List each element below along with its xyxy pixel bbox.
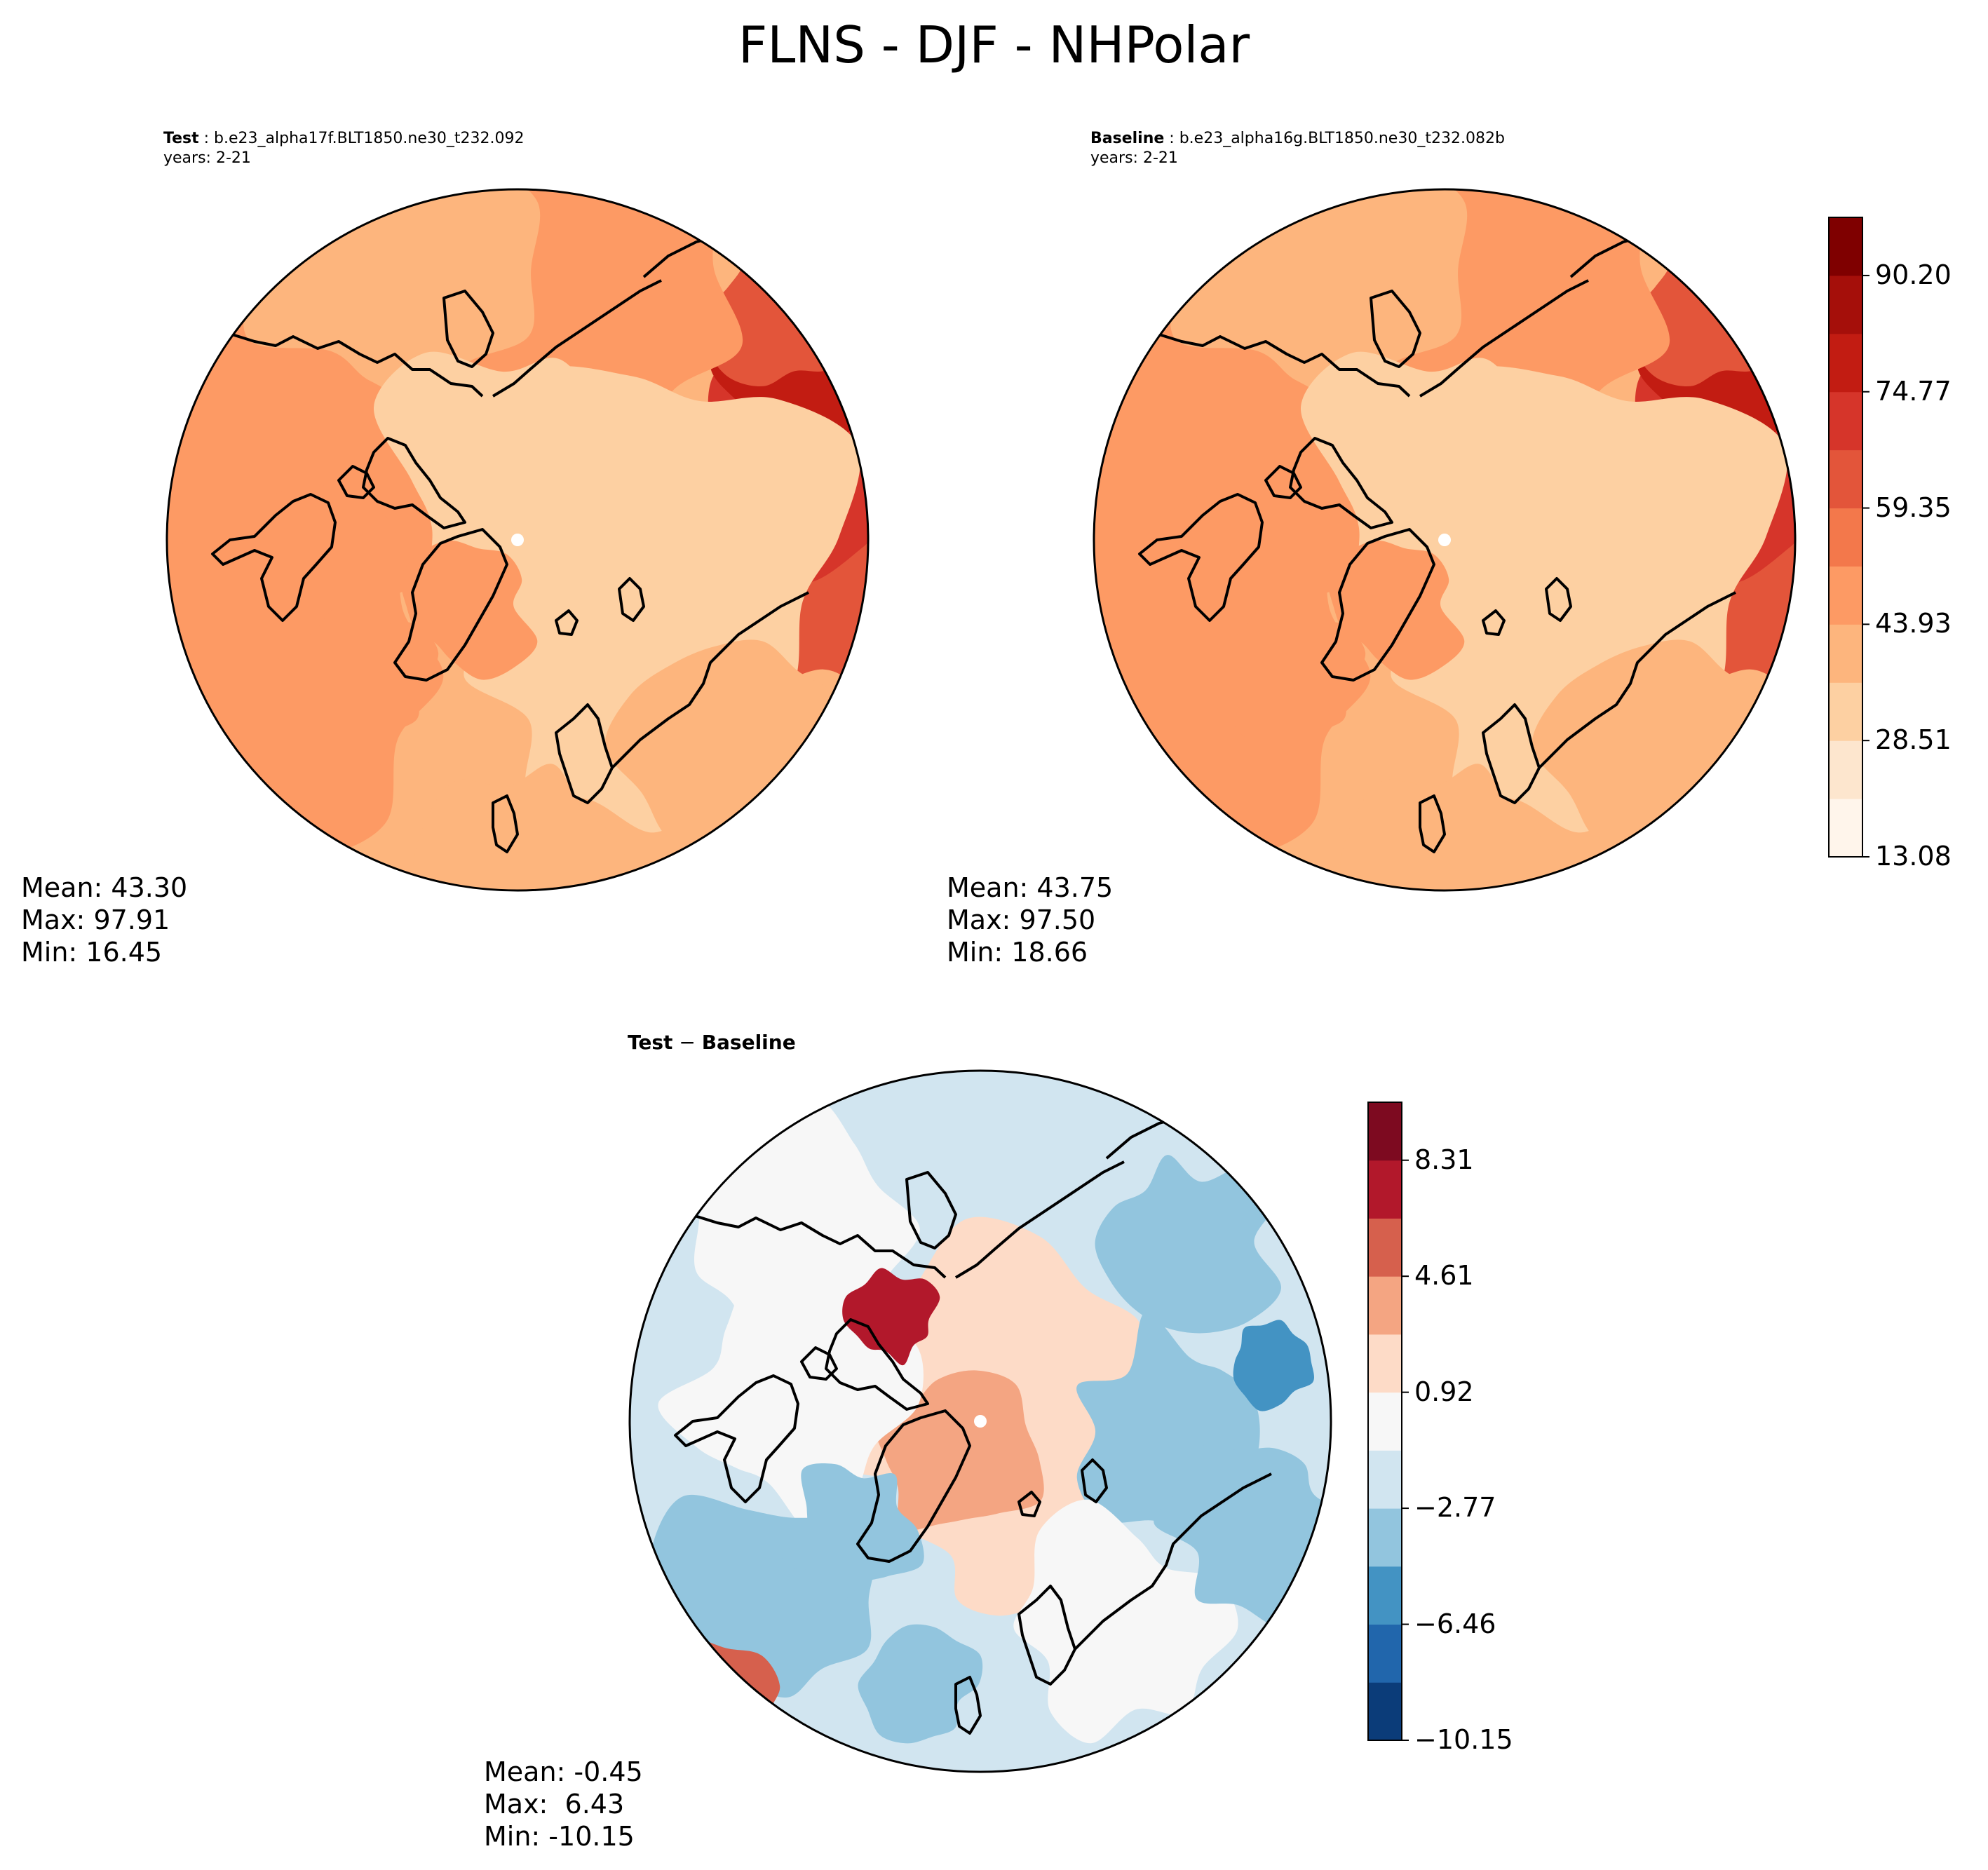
colorbar-level: [1368, 1624, 1402, 1683]
baseline-case: b.e23_alpha16g.BLT1850.ne30_t232.082b: [1179, 130, 1505, 147]
colorbar-tick-label: 4.61: [1414, 1260, 1474, 1292]
colorbar-level: [1829, 566, 1862, 625]
test-panel-title: Test : b.e23_alpha17f.BLT1850.ne30_t232.…: [163, 130, 525, 167]
difference-map: [628, 1069, 1332, 1773]
colorbar-level: [1368, 1276, 1402, 1335]
baseline-map: [1093, 188, 1797, 892]
diff-max: Max: 6.43: [484, 1789, 625, 1820]
colorbar-level: [1829, 740, 1862, 799]
test-max: Max: 97.91: [21, 904, 170, 935]
diff-label: Test: [628, 1031, 673, 1054]
test-min: Min: 16.45: [21, 937, 163, 968]
colorbar-tick-label: 74.77: [1875, 375, 1952, 407]
colorbar-level: [1829, 799, 1862, 858]
baseline-min: Min: 18.66: [947, 937, 1088, 968]
test-label: Test: [163, 130, 199, 147]
colorbar-level: [1368, 1508, 1402, 1567]
baseline-stats: Mean: 43.75 Max: 97.50 Min: 18.66: [947, 872, 1113, 968]
colorbar-level: [1368, 1334, 1402, 1393]
test-map: [165, 188, 870, 892]
colorbar-level: [1368, 1392, 1402, 1451]
baseline-panel-title: Baseline : b.e23_alpha16g.BLT1850.ne30_t…: [1090, 130, 1505, 167]
colorbar-level: [1829, 682, 1862, 741]
colorbar-level: [1829, 624, 1862, 683]
colorbar-level: [1368, 1160, 1402, 1219]
colorbar-tick-label: 28.51: [1875, 724, 1952, 756]
diff-stats: Mean: -0.45 Max: 6.43 Min: -10.15: [484, 1756, 643, 1852]
test-case: b.e23_alpha17f.BLT1850.ne30_t232.092: [214, 130, 525, 147]
diff-min: Min: -10.15: [484, 1821, 635, 1852]
colorbar-tick-label: 43.93: [1875, 608, 1952, 639]
colorbar-level: [1368, 1682, 1402, 1741]
baseline-years: years: 2-21: [1090, 149, 1178, 167]
figure-title: FLNS - DJF - NHPolar: [738, 15, 1250, 74]
colorbar-tick-label: 13.08: [1875, 841, 1952, 872]
colorbar-tick-label: 8.31: [1414, 1144, 1474, 1175]
diverging-colorbar-ticks: −10.15 −6.46 −2.77 0.92 4.61 8.31: [1409, 1102, 1549, 1755]
diff-panel-title: Test − Baseline: [628, 1031, 796, 1054]
baseline-mean: Mean: 43.75: [947, 872, 1114, 903]
sequential-colorbar: [1828, 217, 1869, 858]
colorbar-tick-label: −10.15: [1414, 1724, 1513, 1755]
baseline-max: Max: 97.50: [947, 904, 1096, 935]
colorbar-level: [1368, 1566, 1402, 1625]
colorbar-level: [1829, 391, 1862, 451]
colorbar-level: [1368, 1102, 1402, 1161]
test-mean: Mean: 43.30: [21, 872, 188, 903]
colorbar-tick-label: −6.46: [1414, 1608, 1496, 1639]
colorbar-level: [1368, 1450, 1402, 1509]
colorbar-level: [1368, 1218, 1402, 1277]
baseline-label: Baseline: [1090, 130, 1165, 147]
test-stats: Mean: 43.30 Max: 97.91 Min: 16.45: [21, 872, 187, 968]
colorbar-level: [1829, 217, 1862, 276]
colorbar-tick-label: −2.77: [1414, 1492, 1496, 1524]
diff-mean: Mean: -0.45: [484, 1756, 643, 1787]
colorbar-level: [1829, 508, 1862, 567]
diff-label2: Baseline: [701, 1031, 796, 1054]
sequential-colorbar-ticks: 13.08 28.51 43.93 59.35 74.77 90.20: [1869, 217, 1988, 872]
colorbar-level: [1829, 333, 1862, 393]
colorbar-tick-label: 59.35: [1875, 492, 1952, 523]
colorbar-tick-label: 90.20: [1875, 259, 1952, 290]
diverging-colorbar: [1367, 1102, 1409, 1741]
colorbar-level: [1829, 449, 1862, 509]
colorbar-level: [1829, 275, 1862, 334]
colorbar-tick-label: 0.92: [1414, 1376, 1474, 1407]
test-years: years: 2-21: [163, 149, 251, 167]
